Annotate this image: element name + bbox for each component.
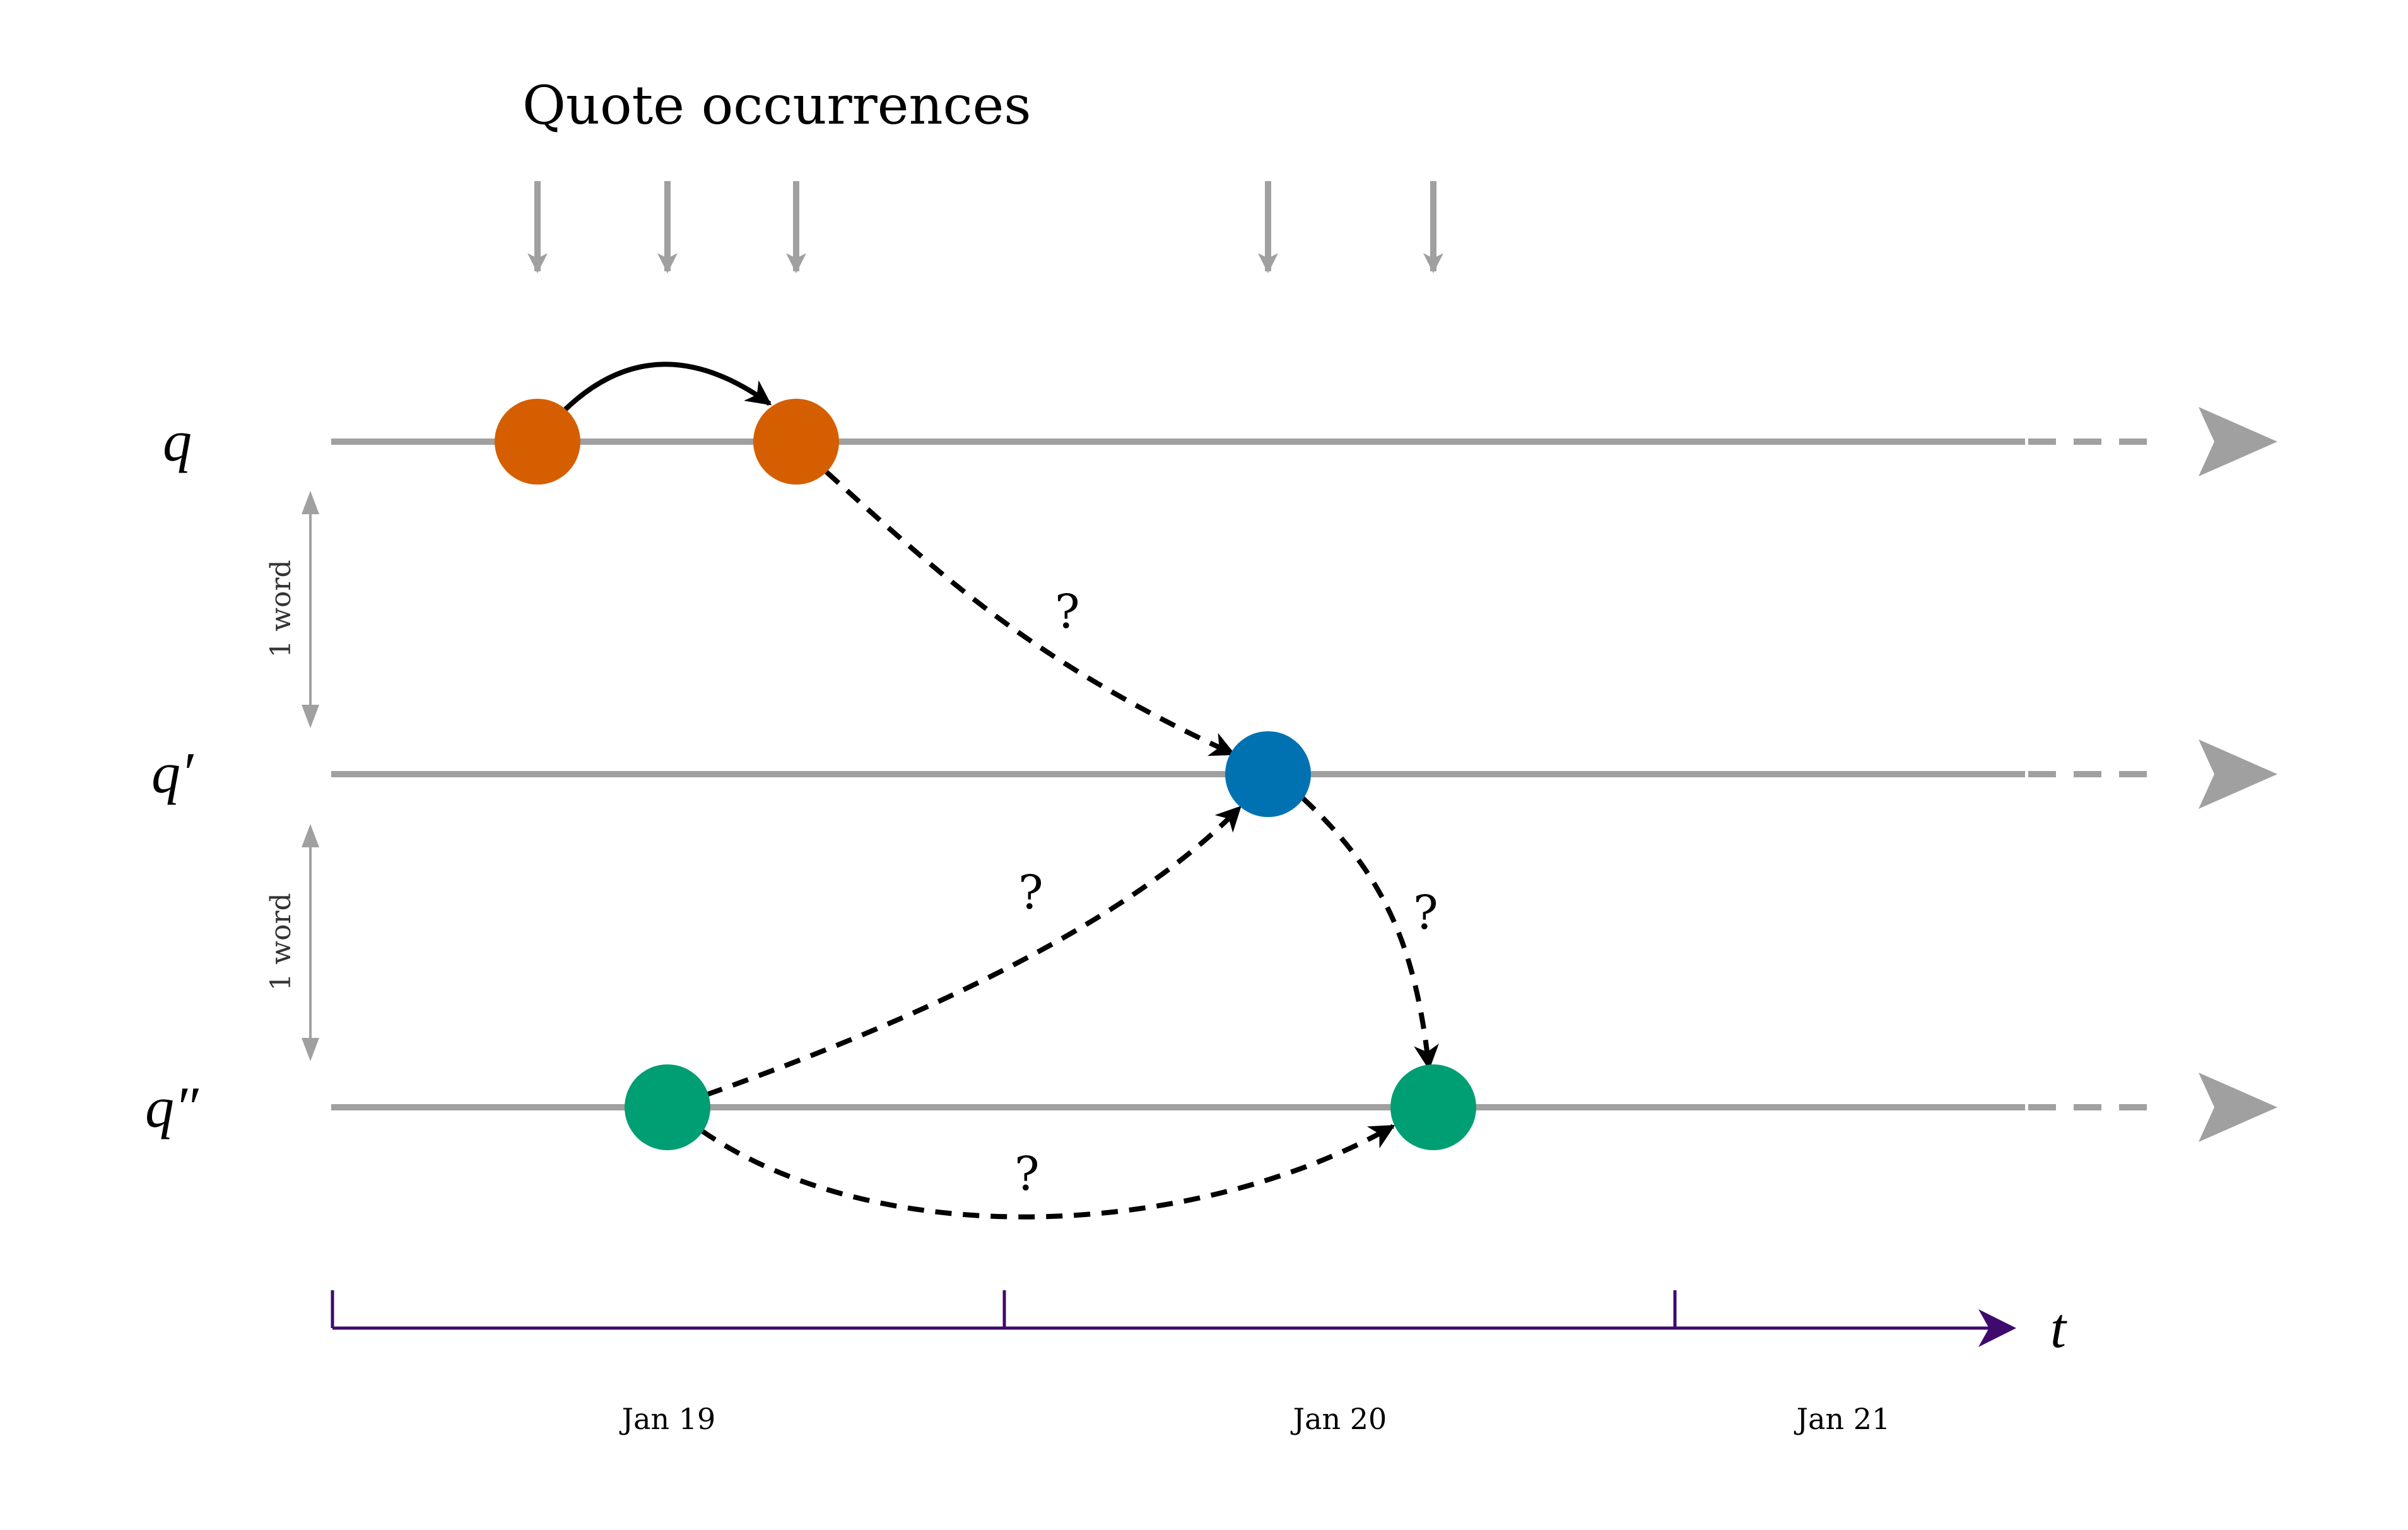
uncertain-link-label: ?: [1014, 1147, 1040, 1201]
timeline-arrowhead: [2199, 407, 2277, 476]
link-solid-arrow: [563, 362, 772, 412]
day-label: Jan 19: [620, 1402, 716, 1436]
occurrence-node-q-prime: [1225, 731, 1311, 817]
row-label-q: q: [163, 409, 192, 473]
occurrence-node-q-double-prime: [625, 1064, 710, 1150]
uncertain-link-label: ?: [1413, 886, 1438, 940]
gap-indicator-2: 1 word: [265, 824, 319, 1061]
link-dashed-arrow: [705, 806, 1242, 1097]
occurrence-node-q: [495, 399, 580, 485]
timeline-arrowhead: [2199, 739, 2277, 809]
timeline-q: [331, 407, 2277, 476]
timeline-arrowhead: [2199, 1073, 2277, 1142]
timeline-q-prime: [331, 739, 2277, 809]
day-label: Jan 21: [1794, 1402, 1891, 1436]
gap-label: 1 word: [265, 560, 297, 657]
occurrence-node-q: [753, 399, 839, 485]
occurrence-arrows: [527, 181, 1444, 274]
link-dashed-arrow: [700, 1124, 1395, 1220]
day-label: Jan 20: [1291, 1402, 1387, 1436]
timeline-q-double-prime: [331, 1073, 2277, 1142]
row-label-q-double-prime: q″: [145, 1075, 199, 1139]
diagram-title: Quote occurrences: [522, 74, 1031, 136]
occurrence-node-q-double-prime: [1390, 1064, 1476, 1150]
time-axis: t Jan 19 Jan 20 Jan 21: [331, 1290, 2067, 1436]
links: [563, 362, 1439, 1220]
uncertain-link-label: ?: [1018, 866, 1043, 920]
occurrence-nodes: [495, 399, 1476, 1150]
gap-indicator-1: 1 word: [265, 491, 319, 728]
time-axis-label: t: [2050, 1297, 2067, 1360]
link-dashed-arrow: [825, 470, 1236, 756]
uncertain-link-label: ?: [1055, 585, 1080, 639]
row-label-q-prime: q′: [151, 741, 194, 805]
gap-label: 1 word: [265, 893, 297, 991]
link-dashed-arrow: [1301, 796, 1439, 1070]
